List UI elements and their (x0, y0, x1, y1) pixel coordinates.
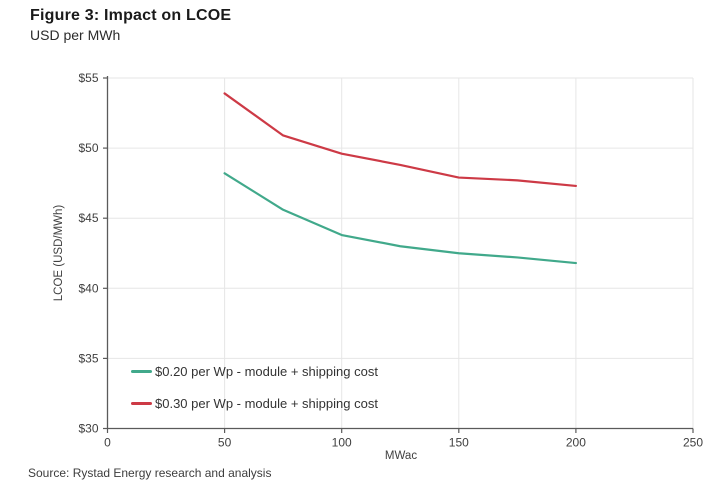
data-series-lines (223, 92, 578, 265)
legend-line-swatch-red (131, 401, 152, 405)
legend-item-020-wp: $0.20 per Wp - module + shipping cost (131, 362, 378, 380)
chart-legend: $0.20 per Wp - module + shipping cost $0… (131, 362, 378, 412)
series-line-1 (223, 92, 578, 188)
legend-label-030-wp: $0.30 per Wp - module + shipping cost (155, 395, 378, 411)
y-axis-tick-label: $30 (78, 422, 98, 436)
series-line-0 (223, 172, 578, 265)
figure-subtitle: USD per MWh (30, 27, 121, 43)
x-axis-tick-label: 50 (218, 436, 232, 450)
x-axis-tick-label: 100 (332, 436, 352, 450)
gridlines (107, 77, 694, 429)
source-note: Source: Rystad Energy research and analy… (28, 466, 272, 480)
legend-line-swatch-green (131, 369, 152, 373)
legend-label-020-wp: $0.20 per Wp - module + shipping cost (155, 363, 378, 379)
y-axis-tick-label: $55 (78, 71, 98, 85)
y-axis-tick-label: $50 (78, 141, 98, 155)
x-axis-tick-label: 150 (449, 436, 469, 450)
x-axis-tick-label: 250 (683, 436, 703, 450)
y-axis-tick-label: $35 (78, 351, 98, 365)
y-axis-title: LCOE (USD/MWh) (53, 205, 65, 302)
x-axis-tick-label: 0 (104, 436, 111, 450)
y-axis-tick-label: $40 (78, 281, 98, 295)
figure-title: Figure 3: Impact on LCOE (30, 7, 232, 24)
axes (103, 76, 694, 433)
tick-labels: $30 $35 $40 $45 $50 $55 0 50 100 150 200 250 (78, 71, 703, 450)
y-axis-tick-label: $45 (78, 211, 98, 225)
legend-item-030-wp: $0.30 per Wp - module + shipping cost (131, 394, 378, 412)
x-axis-tick-label: 200 (566, 436, 586, 450)
x-axis-title: MWac (385, 450, 417, 462)
